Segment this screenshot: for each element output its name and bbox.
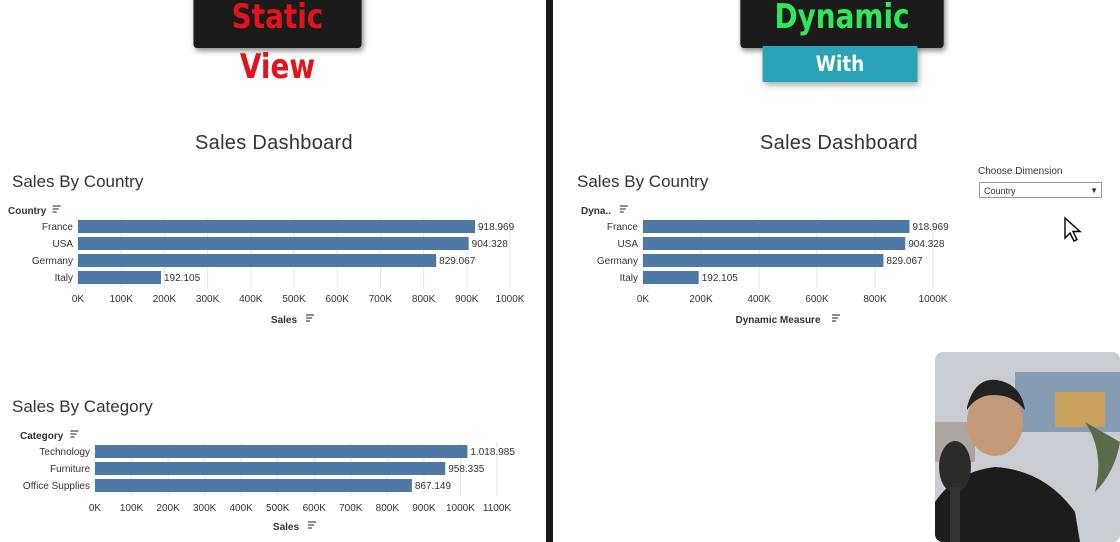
panel-divider [546, 0, 553, 542]
bar-value-label: 829.067 [886, 256, 923, 267]
x-tick-label: 200K [153, 294, 177, 305]
category-label: Office Supplies [23, 481, 90, 492]
x-tick-label: 500K [282, 294, 306, 305]
category-label: Germany [597, 256, 638, 267]
x-tick-label: 600K [303, 503, 327, 514]
bar [78, 237, 469, 250]
x-tick-label: 700K [369, 294, 393, 305]
static-view-banner: Static View [193, 0, 362, 87]
bar-value-label: 867.149 [415, 481, 452, 492]
x-tick-label: 700K [339, 503, 363, 514]
x-tick-label: 300K [193, 503, 217, 514]
category-label: USA [52, 239, 73, 250]
category-label: Furniture [50, 464, 90, 475]
bar-value-label: 192.105 [164, 273, 201, 284]
left-category-chart-title: Sales By Category [12, 397, 153, 416]
x-axis-label: Dynamic Measure [735, 315, 820, 326]
bar [643, 254, 884, 267]
bar [78, 220, 475, 233]
bar-value-label: 918.969 [478, 222, 515, 233]
category-label: Italy [620, 273, 638, 284]
x-tick-label: 1000K [446, 503, 475, 514]
x-tick-label: 400K [747, 294, 771, 305]
bar [95, 445, 468, 458]
left-dashboard-title: Sales Dashboard [195, 132, 353, 154]
x-tick-label: 100K [110, 294, 134, 305]
bar-value-label: 1.018.985 [470, 447, 515, 458]
choose-dimension-label: Choose Dimension [978, 166, 1063, 177]
dimension-dropdown-value: Country [984, 186, 1016, 196]
chevron-down-icon: ▼ [1090, 186, 1098, 195]
x-tick-label: 900K [455, 294, 479, 305]
bar-value-label: 904.328 [908, 239, 945, 250]
bar-value-label: 192.105 [702, 273, 739, 284]
category-label: Italy [55, 273, 73, 284]
bar [95, 479, 412, 492]
presenter-webcam-image [935, 352, 1120, 542]
x-tick-label: 300K [196, 294, 220, 305]
bar-value-label: 829.067 [439, 256, 476, 267]
right-country-chart-title: Sales By Country [577, 172, 709, 191]
x-tick-label: 800K [412, 294, 436, 305]
category-label: France [607, 222, 639, 233]
with-parameters-banner: With Parameters [762, 46, 918, 112]
x-tick-label: 1000K [496, 294, 525, 305]
bar-value-label: 958.335 [448, 464, 485, 475]
category-label: USA [617, 239, 638, 250]
bar [95, 462, 446, 475]
x-tick-label: 800K [863, 294, 887, 305]
x-tick-label: 900K [412, 503, 436, 514]
x-tick-label: 0K [72, 294, 85, 305]
category-label: Technology [39, 447, 90, 458]
x-tick-label: 1100K [483, 503, 512, 514]
dimension-dropdown[interactable]: Country ▼ [979, 182, 1102, 198]
x-tick-label: 600K [326, 294, 350, 305]
x-tick-label: 400K [239, 294, 263, 305]
bar [643, 271, 699, 284]
x-tick-label: 1000K [919, 294, 948, 305]
x-tick-label: 500K [266, 503, 290, 514]
category-label: Germany [32, 256, 73, 267]
x-tick-label: 0K [89, 503, 102, 514]
mouse-cursor-icon [1064, 216, 1082, 242]
x-axis-label: Sales [273, 522, 300, 533]
bar-value-label: 904.328 [472, 239, 509, 250]
category-label: France [42, 222, 74, 233]
bar [78, 271, 161, 284]
bar [78, 254, 437, 267]
x-tick-label: 200K [689, 294, 713, 305]
x-tick-label: 400K [230, 503, 254, 514]
bar [643, 220, 910, 233]
x-tick-label: 800K [376, 503, 400, 514]
x-tick-label: 0K [637, 294, 650, 305]
field-header: Category [20, 431, 64, 442]
bar [643, 237, 906, 250]
x-tick-label: 200K [156, 503, 180, 514]
bar-value-label: 918.969 [913, 222, 950, 233]
right-dashboard-title: Sales Dashboard [760, 132, 918, 154]
field-header: Dyna.. [581, 206, 611, 217]
x-tick-label: 100K [120, 503, 144, 514]
field-header: Country [8, 206, 47, 217]
left-country-chart-title: Sales By Country [12, 172, 144, 191]
x-axis-label: Sales [271, 315, 298, 326]
x-tick-label: 600K [805, 294, 829, 305]
